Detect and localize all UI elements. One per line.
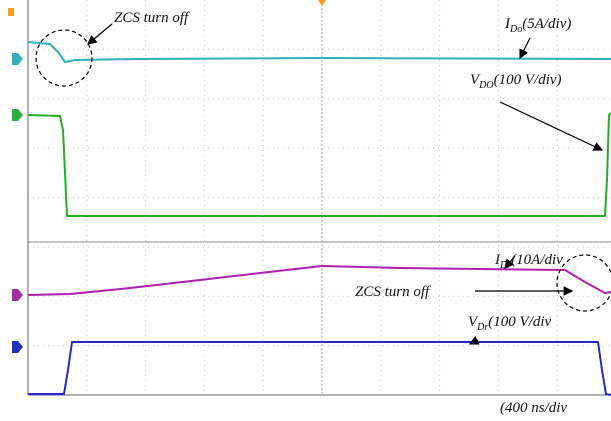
annotation: ZCS turn off (355, 284, 431, 300)
oscilloscope-screen: ZCS turn off IDo(5A/div) VDO(100 V/div) … (0, 0, 611, 421)
trigger-marker (8, 8, 14, 16)
background (0, 0, 611, 421)
annotation: ZCS turn off (114, 10, 190, 26)
annotation: (400 ns/div (500, 400, 567, 416)
